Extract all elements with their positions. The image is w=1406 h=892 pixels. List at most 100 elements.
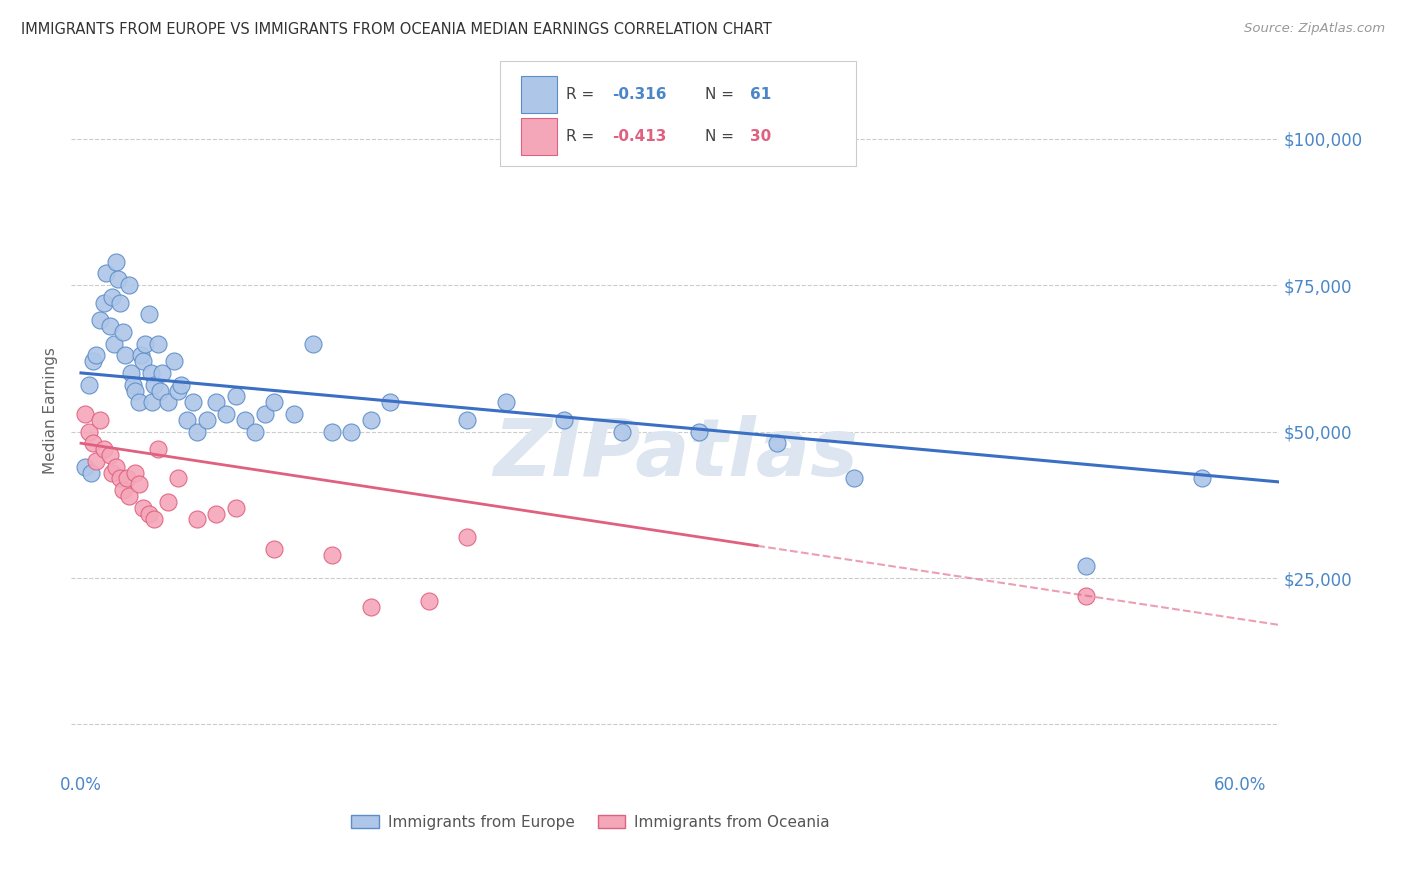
Point bbox=[138, 507, 160, 521]
Point bbox=[73, 459, 96, 474]
Point bbox=[86, 348, 108, 362]
Point bbox=[186, 425, 208, 439]
Point bbox=[195, 413, 218, 427]
Point bbox=[77, 425, 100, 439]
Point bbox=[94, 266, 117, 280]
Point bbox=[93, 442, 115, 456]
Point bbox=[176, 413, 198, 427]
Point bbox=[225, 389, 247, 403]
Text: R =: R = bbox=[567, 129, 599, 144]
Point bbox=[263, 541, 285, 556]
Point bbox=[1074, 559, 1097, 574]
Point bbox=[181, 395, 204, 409]
Point bbox=[263, 395, 285, 409]
Point bbox=[418, 594, 440, 608]
Point bbox=[124, 384, 146, 398]
Point bbox=[205, 395, 228, 409]
Point bbox=[98, 319, 121, 334]
Point bbox=[156, 495, 179, 509]
Point bbox=[1074, 589, 1097, 603]
Point bbox=[243, 425, 266, 439]
Point bbox=[378, 395, 401, 409]
Point bbox=[283, 407, 305, 421]
Point bbox=[98, 448, 121, 462]
Point bbox=[186, 512, 208, 526]
Point bbox=[101, 290, 124, 304]
Text: ZIPatlas: ZIPatlas bbox=[492, 416, 858, 493]
Point bbox=[112, 325, 135, 339]
Y-axis label: Median Earnings: Median Earnings bbox=[44, 348, 58, 475]
Text: Source: ZipAtlas.com: Source: ZipAtlas.com bbox=[1244, 22, 1385, 36]
Text: 61: 61 bbox=[749, 87, 772, 103]
Point bbox=[143, 512, 166, 526]
Point bbox=[128, 477, 150, 491]
Point bbox=[495, 395, 517, 409]
Point bbox=[108, 471, 131, 485]
Point bbox=[163, 354, 186, 368]
Point bbox=[321, 548, 343, 562]
Point bbox=[104, 459, 127, 474]
Point bbox=[253, 407, 276, 421]
Point bbox=[360, 600, 382, 615]
Point bbox=[82, 436, 104, 450]
Point bbox=[149, 384, 172, 398]
Point bbox=[688, 425, 710, 439]
Point bbox=[108, 295, 131, 310]
Point bbox=[77, 377, 100, 392]
Point bbox=[340, 425, 363, 439]
Point bbox=[129, 348, 152, 362]
Point bbox=[456, 413, 478, 427]
Point bbox=[118, 489, 141, 503]
Point bbox=[301, 336, 323, 351]
Point bbox=[610, 425, 633, 439]
Point bbox=[101, 466, 124, 480]
Point bbox=[86, 454, 108, 468]
FancyBboxPatch shape bbox=[520, 118, 557, 155]
Point bbox=[205, 507, 228, 521]
Text: 30: 30 bbox=[749, 129, 772, 144]
Text: -0.316: -0.316 bbox=[612, 87, 666, 103]
Point bbox=[225, 500, 247, 515]
Point bbox=[73, 407, 96, 421]
Point bbox=[148, 336, 170, 351]
Text: R =: R = bbox=[567, 87, 599, 103]
Point bbox=[360, 413, 382, 427]
Point bbox=[1191, 471, 1213, 485]
Point bbox=[842, 471, 865, 485]
Point bbox=[215, 407, 238, 421]
Point bbox=[765, 436, 787, 450]
Text: IMMIGRANTS FROM EUROPE VS IMMIGRANTS FROM OCEANIA MEDIAN EARNINGS CORRELATION CH: IMMIGRANTS FROM EUROPE VS IMMIGRANTS FRO… bbox=[21, 22, 772, 37]
Point bbox=[124, 466, 146, 480]
Text: N =: N = bbox=[706, 87, 740, 103]
Point bbox=[107, 272, 129, 286]
Point bbox=[139, 366, 162, 380]
Point bbox=[82, 354, 104, 368]
Point bbox=[138, 307, 160, 321]
Point bbox=[233, 413, 256, 427]
Point bbox=[93, 295, 115, 310]
Point bbox=[141, 395, 163, 409]
Text: -0.413: -0.413 bbox=[612, 129, 666, 144]
Point bbox=[143, 377, 166, 392]
FancyBboxPatch shape bbox=[501, 62, 856, 166]
Point bbox=[120, 366, 142, 380]
Point bbox=[166, 384, 188, 398]
Point bbox=[170, 377, 193, 392]
Text: N =: N = bbox=[706, 129, 740, 144]
Point bbox=[128, 395, 150, 409]
Point bbox=[150, 366, 173, 380]
Point bbox=[553, 413, 575, 427]
Point bbox=[104, 254, 127, 268]
Point bbox=[103, 336, 125, 351]
Point bbox=[112, 483, 135, 497]
Point bbox=[89, 313, 111, 327]
Point bbox=[117, 471, 139, 485]
Point bbox=[132, 354, 155, 368]
Point bbox=[79, 466, 101, 480]
Point bbox=[456, 530, 478, 544]
Point bbox=[114, 348, 136, 362]
Point bbox=[148, 442, 170, 456]
Point bbox=[118, 278, 141, 293]
Point bbox=[134, 336, 156, 351]
Point bbox=[166, 471, 188, 485]
